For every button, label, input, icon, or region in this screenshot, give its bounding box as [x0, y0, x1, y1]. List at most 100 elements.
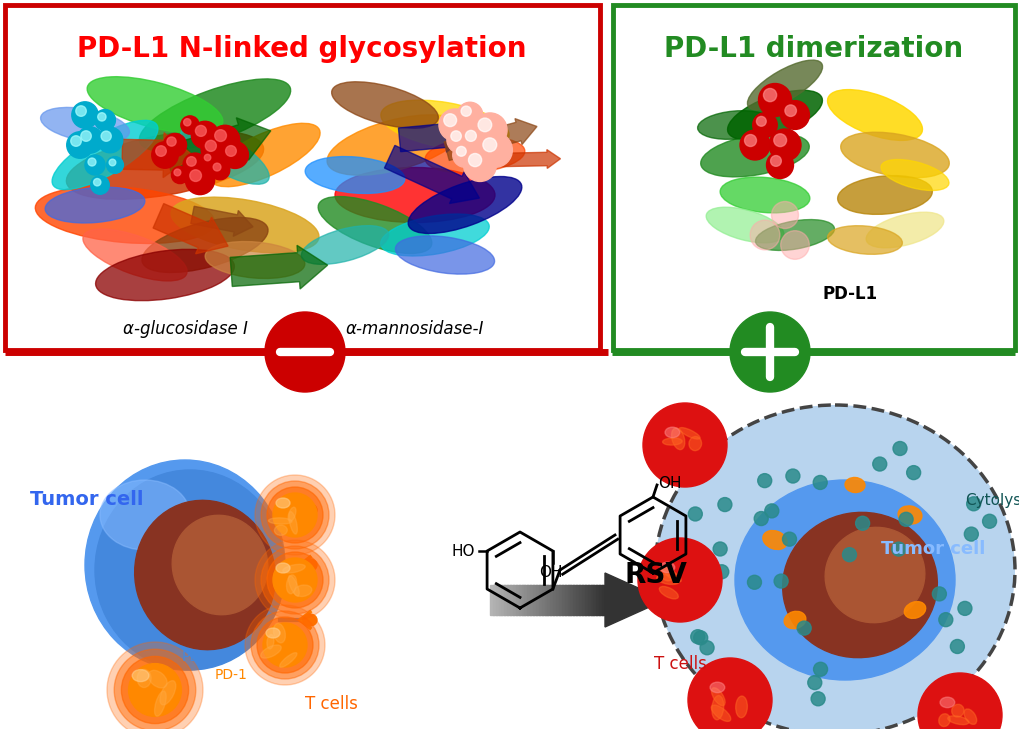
Ellipse shape: [268, 518, 291, 524]
Ellipse shape: [301, 226, 388, 265]
Ellipse shape: [395, 236, 494, 274]
Ellipse shape: [782, 512, 936, 658]
Bar: [544, 585, 548, 615]
Circle shape: [192, 121, 218, 149]
Bar: [576, 585, 580, 615]
FancyBboxPatch shape: [612, 5, 1014, 350]
Circle shape: [201, 136, 228, 164]
Circle shape: [963, 527, 977, 541]
Ellipse shape: [735, 696, 747, 718]
Bar: [541, 585, 545, 615]
Circle shape: [171, 166, 189, 184]
Text: T cells: T cells: [305, 695, 358, 713]
Bar: [590, 585, 594, 615]
Bar: [498, 585, 502, 615]
Text: Tumor cell: Tumor cell: [30, 490, 144, 509]
Bar: [521, 585, 525, 615]
Ellipse shape: [288, 512, 298, 534]
Circle shape: [780, 230, 808, 260]
Ellipse shape: [656, 574, 679, 585]
Circle shape: [937, 612, 952, 627]
Bar: [584, 585, 588, 615]
Ellipse shape: [660, 566, 681, 582]
Circle shape: [91, 176, 109, 194]
Ellipse shape: [288, 576, 299, 596]
Circle shape: [931, 587, 946, 601]
Circle shape: [107, 642, 203, 729]
Text: PD-L1 dimerization: PD-L1 dimerization: [663, 35, 963, 63]
Circle shape: [202, 152, 218, 168]
Ellipse shape: [318, 197, 431, 254]
Circle shape: [267, 552, 323, 608]
Ellipse shape: [137, 669, 151, 687]
Ellipse shape: [331, 82, 438, 128]
Ellipse shape: [100, 480, 190, 550]
Circle shape: [482, 138, 496, 152]
Ellipse shape: [210, 123, 320, 187]
Circle shape: [785, 105, 796, 117]
Circle shape: [642, 403, 727, 487]
Circle shape: [468, 154, 481, 167]
Ellipse shape: [963, 709, 976, 725]
Circle shape: [446, 127, 473, 153]
Text: Cytolysis: Cytolysis: [964, 493, 1019, 507]
Ellipse shape: [96, 249, 234, 300]
Bar: [573, 585, 577, 615]
Circle shape: [762, 88, 775, 101]
Bar: [519, 585, 522, 615]
Ellipse shape: [287, 507, 296, 521]
Circle shape: [196, 125, 206, 136]
Circle shape: [773, 134, 786, 147]
Circle shape: [752, 113, 776, 137]
Circle shape: [156, 146, 166, 156]
Bar: [501, 585, 504, 615]
Circle shape: [180, 116, 199, 134]
Ellipse shape: [205, 241, 305, 278]
Ellipse shape: [140, 79, 290, 151]
Circle shape: [107, 157, 123, 174]
Ellipse shape: [844, 477, 864, 493]
Text: PD-1: PD-1: [215, 668, 248, 682]
Ellipse shape: [155, 691, 166, 716]
Circle shape: [699, 641, 713, 655]
Ellipse shape: [87, 77, 222, 133]
Bar: [524, 585, 528, 615]
Circle shape: [749, 220, 780, 250]
Circle shape: [81, 130, 92, 141]
Circle shape: [906, 466, 920, 480]
Circle shape: [257, 617, 313, 673]
Bar: [593, 585, 597, 615]
Bar: [579, 585, 583, 615]
FancyArrow shape: [444, 119, 536, 160]
Text: α-mannosidase-I: α-mannosidase-I: [345, 320, 484, 338]
Circle shape: [76, 127, 103, 153]
Circle shape: [88, 158, 96, 166]
Ellipse shape: [700, 133, 808, 177]
Circle shape: [898, 512, 912, 526]
Bar: [550, 585, 553, 615]
Circle shape: [892, 442, 906, 456]
Ellipse shape: [904, 601, 925, 618]
Circle shape: [730, 312, 809, 392]
Ellipse shape: [273, 623, 285, 643]
Text: Tumor cell: Tumor cell: [879, 540, 984, 558]
Ellipse shape: [940, 697, 954, 708]
Circle shape: [214, 130, 226, 141]
Circle shape: [190, 170, 202, 182]
Bar: [495, 585, 499, 615]
Bar: [599, 585, 602, 615]
Circle shape: [768, 129, 800, 161]
FancyBboxPatch shape: [5, 5, 599, 350]
FancyArrow shape: [191, 206, 253, 236]
Circle shape: [66, 132, 93, 158]
Ellipse shape: [305, 157, 405, 193]
Circle shape: [128, 663, 181, 717]
Bar: [530, 585, 534, 615]
Circle shape: [785, 469, 799, 483]
Circle shape: [891, 542, 905, 556]
Ellipse shape: [274, 525, 287, 535]
Circle shape: [267, 487, 323, 543]
Circle shape: [950, 639, 963, 653]
Ellipse shape: [171, 197, 319, 253]
Ellipse shape: [951, 704, 963, 717]
